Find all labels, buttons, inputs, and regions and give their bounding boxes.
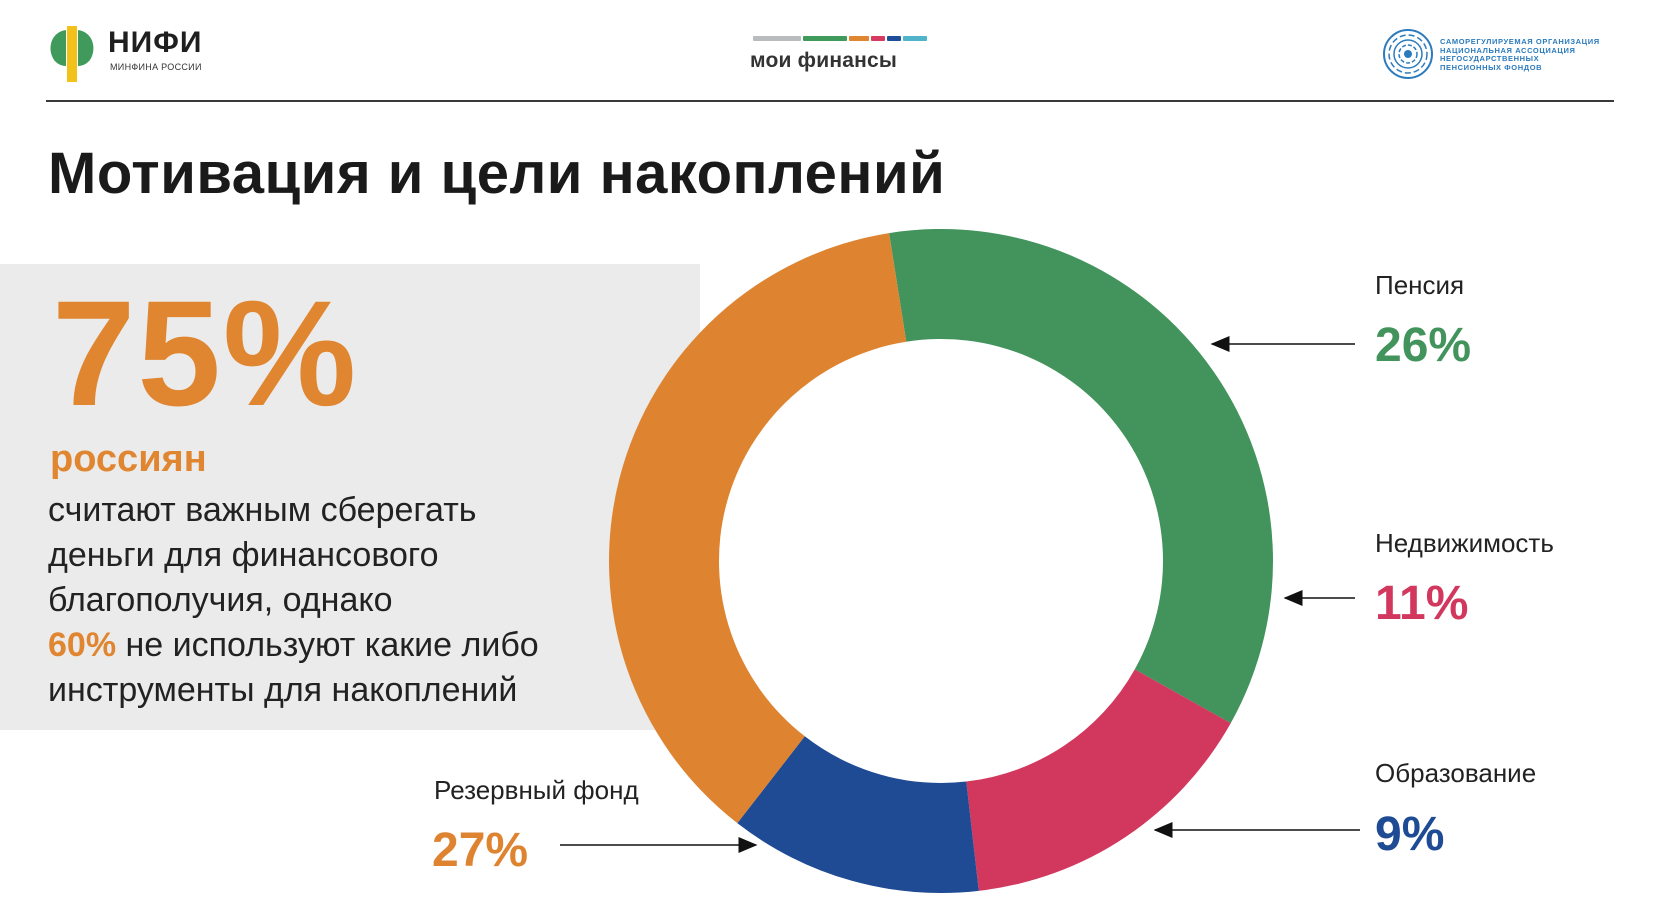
page-title: Мотивация и цели накоплений [48,141,946,206]
donut-slices [608,229,1273,893]
moi-finansy-stripe [849,36,869,41]
highlight-text-line-1: считают важным сберегать [48,491,477,529]
napf-line-3: НЕГОСУДАРСТВЕННЫХ [1440,54,1540,64]
slice-label-пенсия: Пенсия [1375,270,1464,300]
slice-value-образование: 9% [1375,808,1444,861]
nifi-logo[interactable]: НИФИ МИНФИНА РОССИИ [46,22,236,84]
napf-line-2: НАЦИОНАЛЬНАЯ АССОЦИАЦИЯ [1440,45,1576,55]
donut-labels: Пенсия 26% Недвижимость 11% Образование 9% Рез… [432,270,1554,877]
napf-emblem-icon [1383,29,1433,79]
moi-finansy-name: мои финансы [750,49,897,72]
highlight-second-value: 60% [48,626,117,664]
highlight-text-line-4-rest: не используют какие либо [116,626,539,664]
nifi-emblem-icon [50,26,94,82]
highlight-text-line-3: благополучия, однако [48,581,393,619]
highlight-panel [0,264,700,730]
slice-label-резервный-фонд: Резервный фонд [434,775,639,805]
donut-slice [966,669,1231,891]
moi-finansy-stripe [887,36,901,41]
nifi-logo-name: НИФИ [108,26,203,59]
header-divider [46,100,1614,102]
highlight-subject: россиян [50,438,207,480]
donut-slice [608,233,907,824]
nifi-logo-subtitle: МИНФИНА РОССИИ [110,62,202,72]
slice-label-образование: Образование [1375,758,1536,788]
moi-finansy-stripes [753,36,927,42]
highlight-text-line-5: инструменты для накоплений [48,671,518,709]
napf-logo[interactable]: САМОРЕГУЛИРУЕМАЯ ОРГАНИЗАЦИЯ НАЦИОНАЛЬНА… [1382,28,1642,84]
moi-finansy-stripe [803,36,847,41]
moi-finansy-stripe [871,36,885,41]
moi-finansy-logo[interactable]: мои финансы [750,33,927,77]
slice-label-недвижимость: Недвижимость [1375,528,1554,558]
highlight-text-line-2: деньги для финансового [48,536,439,574]
slice-value-недвижимость: 11% [1375,577,1468,630]
slice-value-пенсия: 26% [1375,319,1471,372]
slice-value-резервный-фонд: 27% [432,824,528,877]
highlight-text: считают важным сберегать деньги для фина… [48,488,648,713]
napf-logo-text: САМОРЕГУЛИРУЕМАЯ ОРГАНИЗАЦИЯ НАЦИОНАЛЬНА… [1440,37,1616,72]
napf-line-1: САМОРЕГУЛИРУЕМАЯ ОРГАНИЗАЦИЯ [1440,37,1600,46]
donut-slice [889,229,1273,724]
moi-finansy-stripe [903,36,927,41]
moi-finansy-stripe [753,36,801,41]
highlight-text-line-4: 60% не используют какие либо [48,623,648,668]
highlight-big-value: 75% [52,269,359,437]
donut-slice [737,736,979,893]
napf-line-4: ПЕНСИОННЫХ ФОНДОВ [1440,62,1543,72]
